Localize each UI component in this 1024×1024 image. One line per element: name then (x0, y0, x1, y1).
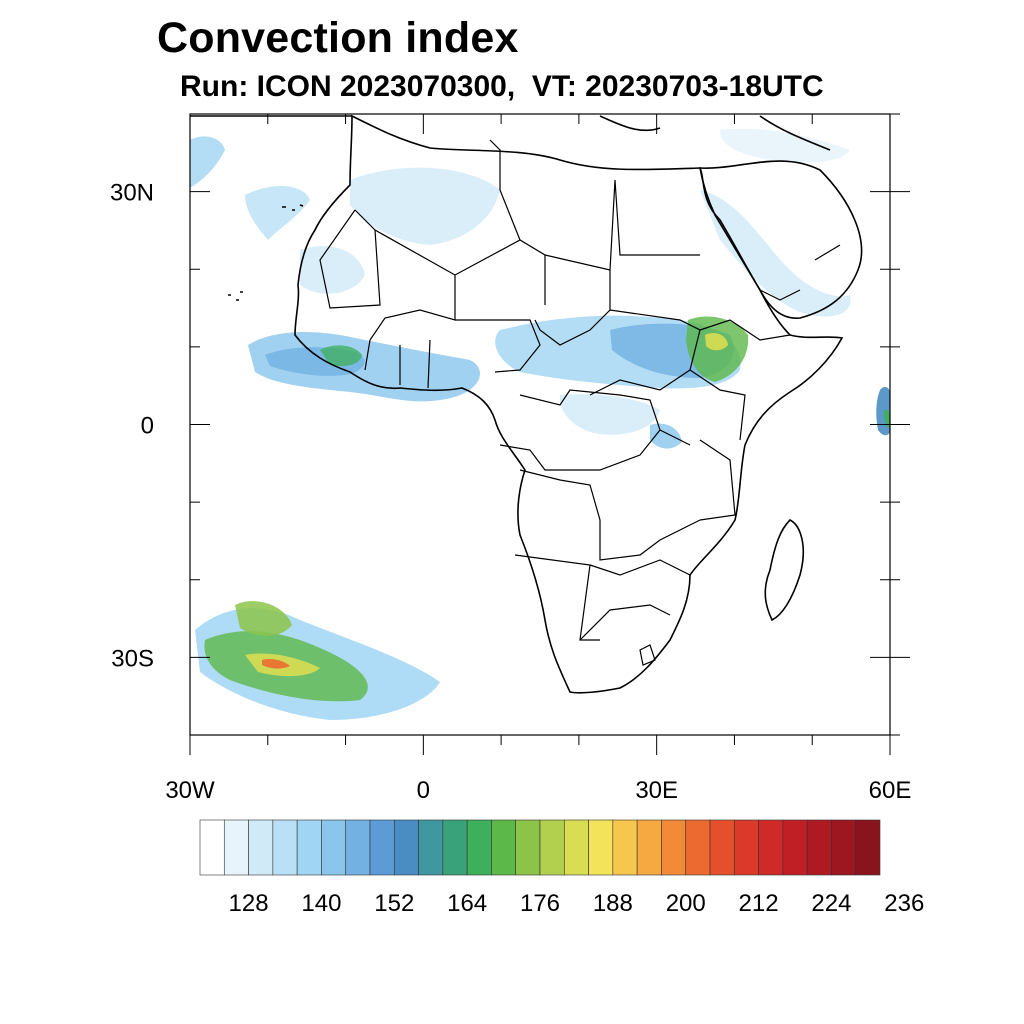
colorbar-bin (855, 819, 881, 876)
lon-tick-label: 0 (417, 777, 430, 804)
border-6 (369, 275, 456, 341)
border-7 (455, 319, 541, 373)
colorbar-bin (515, 819, 541, 876)
country-borders (319, 139, 841, 666)
border-16 (579, 604, 671, 641)
colorbar-bin (199, 819, 225, 876)
colorbar-bin (782, 819, 808, 876)
field-atlantic-nw (245, 185, 310, 240)
colorbar-bin (418, 819, 444, 876)
colorbar-bin (223, 819, 249, 876)
lon-tick-label: 30W (165, 777, 215, 804)
border-19 (759, 244, 841, 301)
canary-islands (282, 204, 304, 211)
field-south-atlantic-north (235, 601, 292, 636)
field-indian-edge-green (883, 409, 890, 428)
cape-verde (228, 291, 243, 301)
border-5 (534, 270, 611, 346)
field-sahara-west (300, 246, 365, 294)
europe-edge (190, 115, 831, 151)
coastlines (190, 114, 863, 694)
axis-ticks: 30N 0 30S 30W 0 30E 60E (110, 113, 912, 804)
field-egypt-arabia (700, 190, 851, 317)
field-lake-victoria (650, 423, 682, 449)
colorbar-bin (685, 819, 711, 876)
africa-coastline (294, 114, 844, 694)
madagascar (764, 519, 805, 622)
field-med (720, 128, 850, 163)
convection-fields (190, 128, 890, 720)
colorbar: 128 140 152 164 176 188 200 212 224 236 (199, 819, 924, 917)
lat-tick-label: 30N (110, 180, 154, 207)
colorbar-bin (709, 819, 735, 876)
border-10 (689, 369, 746, 441)
field-south-atlantic-peak (262, 658, 290, 669)
border-9 (699, 319, 791, 341)
colorbar-bin (345, 819, 371, 876)
lon-tick-label: 60E (869, 777, 912, 804)
field-atlantic-corner (190, 136, 225, 188)
colorbar-label: 152 (374, 890, 414, 917)
border-17 (699, 439, 736, 521)
lon-tick-label: 30E (635, 777, 678, 804)
colorbar-bin (806, 819, 832, 876)
colorbar-bin (321, 819, 347, 876)
colorbar-bin (588, 819, 614, 876)
colorbar-label: 164 (447, 890, 487, 917)
colorbar-label: 140 (301, 890, 341, 917)
colorbar-label: 224 (811, 890, 851, 917)
colorbar-bin (539, 819, 565, 876)
colorbar-label: 236 (884, 890, 924, 917)
chart-title: Convection index (157, 14, 519, 62)
lat-tick-label: 0 (141, 413, 154, 440)
colorbar-bin (733, 819, 759, 876)
colorbar-label: 188 (593, 890, 633, 917)
border-2 (374, 229, 546, 305)
colorbar-bin (636, 819, 662, 876)
chart-subtitle: Run: ICON 2023070300, VT: 20230703-18UTC (180, 70, 824, 103)
colorbar-bin (612, 819, 638, 876)
colorbar-label: 200 (666, 890, 706, 917)
border-18 (364, 339, 431, 389)
lesotho (639, 644, 656, 666)
colorbar-bin (563, 819, 589, 876)
colorbar-bin (296, 819, 322, 876)
colorbar-bin (491, 819, 517, 876)
colorbar-label: 128 (229, 890, 269, 917)
field-ethiopia-peak (705, 333, 728, 351)
colorbar-bin (248, 819, 274, 876)
arabia (699, 160, 863, 319)
colorbar-label: 212 (739, 890, 779, 917)
colorbar-bin (758, 819, 784, 876)
border-14 (514, 554, 600, 641)
field-sahara (350, 167, 500, 245)
border-4 (544, 179, 700, 271)
colorbar-bin (369, 819, 395, 876)
border-12 (499, 429, 661, 471)
colorbar-bin (466, 819, 492, 876)
field-guinea-green (320, 345, 362, 367)
border-13 (519, 469, 701, 561)
border-3 (489, 139, 521, 241)
colorbar-bin (393, 819, 419, 876)
colorbar-bin (272, 819, 298, 876)
field-congo (559, 394, 660, 435)
colorbar-label: 176 (520, 890, 560, 917)
colorbar-bin (442, 819, 468, 876)
lat-tick-label: 30S (111, 645, 154, 672)
border-15 (589, 559, 691, 576)
colorbar-bin (831, 819, 857, 876)
border-1 (319, 209, 381, 309)
colorbar-bin (661, 819, 687, 876)
